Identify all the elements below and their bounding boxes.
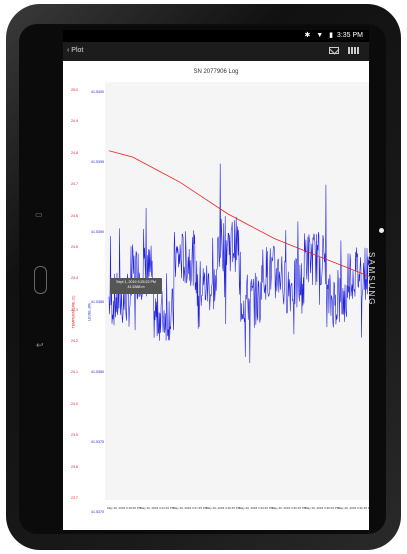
- left-tick-label: 24.4: [71, 276, 78, 281]
- series-temperature-line: [108, 150, 369, 277]
- left-tick-label: 24.6: [71, 213, 78, 218]
- recent-apps-icon[interactable]: ▭: [35, 210, 43, 219]
- right-axis-label: LEVEL (M): [87, 303, 92, 321]
- x-tick-label: May 29, 2018 3:18:45 PM: [107, 506, 142, 510]
- back-nav-icon[interactable]: ↩: [36, 340, 44, 350]
- x-tick-label: May 29, 2018 3:27:45 PM: [173, 506, 208, 510]
- right-tick-label: 41.5375: [91, 440, 104, 444]
- screen: ✱ ▼ ▮ 3:35 PM ‹ Plot SN 2077906 Log TEMP…: [63, 30, 369, 530]
- left-tick-label: 23.7: [71, 496, 78, 500]
- left-tick-label: 24.7: [71, 182, 78, 187]
- x-tick-label: May 29, 2018 3:42:45 PM: [338, 506, 369, 510]
- left-axis-label: TEMPERATURE (C): [71, 295, 76, 329]
- status-bar: ✱ ▼ ▮ 3:35 PM: [63, 30, 369, 42]
- right-tick-label: 41.5400: [91, 90, 104, 94]
- action-bar: ‹ Plot: [63, 42, 369, 61]
- left-tick-label: 24.9: [71, 119, 78, 124]
- left-tick-label: 24.2: [71, 339, 78, 344]
- left-tick-label: 24.1: [71, 370, 78, 375]
- tooltip-line2: 41.5388 m: [127, 285, 145, 289]
- right-tick-label: 41.5380: [91, 370, 104, 374]
- home-button[interactable]: [34, 266, 47, 294]
- left-tick-label: 24.5: [71, 244, 78, 249]
- tooltip-line1: Sept 1, 2019 3:25:22 PM: [116, 280, 156, 284]
- left-tick-label: 24.0: [71, 401, 78, 406]
- left-tick-label: 24.3: [71, 307, 78, 312]
- tablet-device: SAMSUNG ▭ ↩ ✱ ▼ ▮ 3:35 PM ‹ Plot SN 2077…: [6, 4, 401, 550]
- x-tick-label: May 29, 2018 3:36:45 PM: [272, 506, 307, 510]
- status-time: 3:35 PM: [336, 32, 363, 39]
- series-level-line: [108, 163, 369, 364]
- data-tooltip: Sept 1, 2019 3:25:22 PM 41.5388 m: [110, 278, 162, 294]
- left-tick-label: 24.8: [71, 150, 78, 155]
- x-tick-label: May 29, 2018 3:30:45 PM: [206, 506, 241, 510]
- left-tick-label: 23.9: [71, 433, 78, 438]
- plot-title: SN 2077906 Log: [193, 69, 239, 75]
- left-tick-label: 25.0: [71, 88, 78, 92]
- chart-svg: [108, 150, 369, 364]
- left-tick-label: 23.8: [71, 464, 78, 469]
- right-tick-label: 41.5390: [91, 230, 104, 234]
- right-tick-label: 41.5385: [91, 300, 104, 304]
- status-icons: ✱ ▼ ▮: [304, 32, 335, 39]
- back-button[interactable]: ‹ Plot: [67, 47, 84, 54]
- x-tick-label: May 29, 2018 3:24:45 PM: [140, 506, 175, 510]
- x-tick-label: May 29, 2018 3:39:45 PM: [305, 506, 340, 510]
- x-tick-label: May 29, 2018 3:33:45 PM: [239, 506, 274, 510]
- grid-icon[interactable]: [348, 47, 359, 54]
- right-tick-label: 41.5370: [91, 510, 104, 514]
- mail-icon[interactable]: [329, 47, 339, 54]
- right-tick-label: 41.5395: [91, 160, 104, 164]
- camera-icon: [379, 228, 384, 233]
